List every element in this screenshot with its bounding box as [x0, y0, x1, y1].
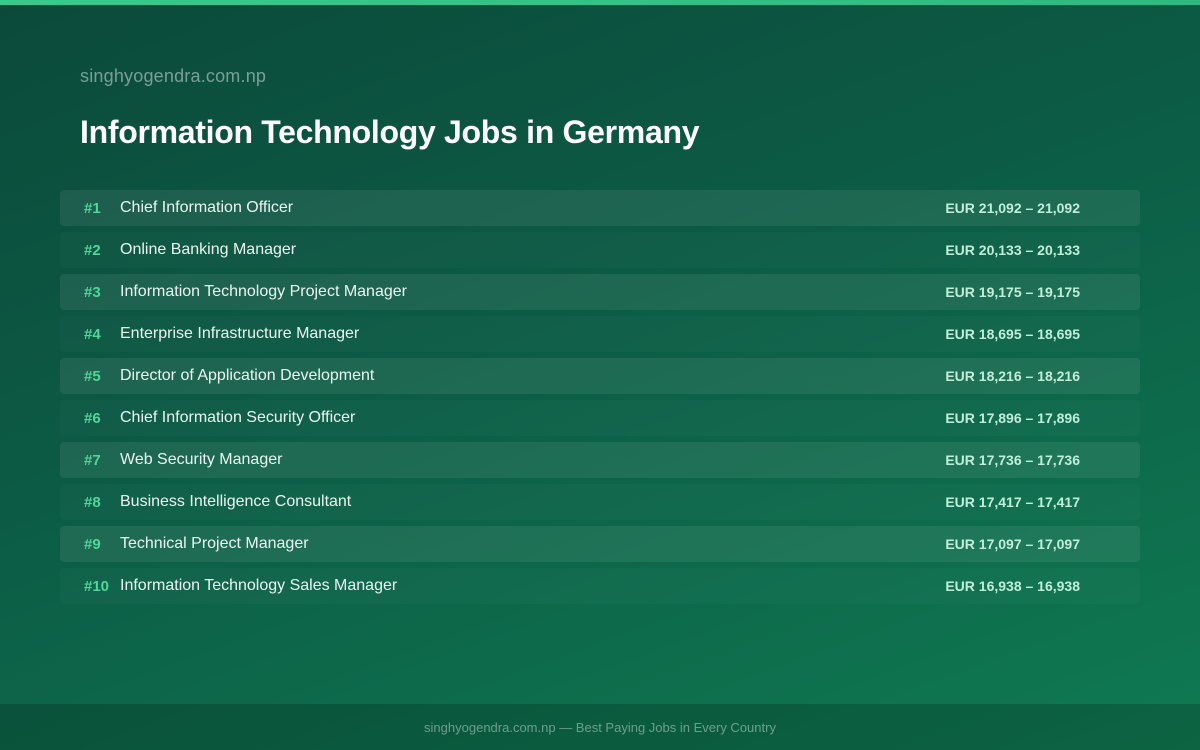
job-salary: EUR 18,216 – 18,216 [945, 368, 1080, 384]
job-row: #3 Information Technology Project Manage… [60, 274, 1140, 310]
job-rank: #10 [84, 577, 110, 595]
job-salary: EUR 17,097 – 17,097 [945, 536, 1080, 552]
job-rank: #4 [84, 325, 101, 343]
site-name: singhyogendra.com.np [80, 66, 267, 86]
job-title: Chief Information Security Officer [120, 409, 356, 426]
footer-text: singhyogendra.com.np — Best Paying Jobs … [424, 719, 776, 735]
job-title: Web Security Manager [120, 451, 283, 468]
job-row: #4 Enterprise Infrastructure Manager EUR… [60, 316, 1140, 352]
job-salary: EUR 17,896 – 17,896 [945, 410, 1080, 426]
job-title: Information Technology Project Manager [120, 283, 407, 300]
job-salary: EUR 17,736 – 17,736 [945, 452, 1080, 468]
job-salary: EUR 18,695 – 18,695 [945, 326, 1080, 342]
job-salary: EUR 16,938 – 16,938 [945, 578, 1080, 594]
job-row: #10 Information Technology Sales Manager… [60, 568, 1140, 604]
job-row: #2 Online Banking Manager EUR 20,133 – 2… [60, 232, 1140, 268]
job-title: Chief Information Officer [120, 199, 294, 216]
job-row: #6 Chief Information Security Officer EU… [60, 400, 1140, 436]
job-title: Enterprise Infrastructure Manager [120, 325, 360, 342]
top-accent-bar [0, 0, 1200, 5]
job-rank: #2 [84, 241, 101, 259]
job-row: #1 Chief Information Officer EUR 21,092 … [60, 190, 1140, 226]
job-salary: EUR 20,133 – 20,133 [945, 242, 1080, 258]
job-salary: EUR 19,175 – 19,175 [945, 284, 1080, 300]
job-title: Information Technology Sales Manager [120, 577, 398, 594]
job-rank: #6 [84, 409, 101, 427]
job-rank: #9 [84, 535, 101, 553]
job-rank: #1 [84, 199, 101, 217]
job-rank: #5 [84, 367, 101, 385]
job-row: #8 Business Intelligence Consultant EUR … [60, 484, 1140, 520]
job-row: #5 Director of Application Development E… [60, 358, 1140, 394]
job-rank: #8 [84, 493, 101, 511]
job-title: Technical Project Manager [120, 535, 309, 552]
job-row: #7 Web Security Manager EUR 17,736 – 17,… [60, 442, 1140, 478]
job-salary: EUR 17,417 – 17,417 [945, 494, 1080, 510]
job-title: Online Banking Manager [120, 241, 297, 258]
job-rank: #7 [84, 451, 101, 469]
job-list: #1 Chief Information Officer EUR 21,092 … [60, 190, 1140, 610]
job-title: Director of Application Development [120, 367, 375, 384]
footer: singhyogendra.com.np — Best Paying Jobs … [0, 704, 1200, 750]
job-salary: EUR 21,092 – 21,092 [945, 200, 1080, 216]
job-row: #9 Technical Project Manager EUR 17,097 … [60, 526, 1140, 562]
job-rank: #3 [84, 283, 101, 301]
job-title: Business Intelligence Consultant [120, 493, 352, 510]
page-title: Information Technology Jobs in Germany [80, 114, 700, 150]
